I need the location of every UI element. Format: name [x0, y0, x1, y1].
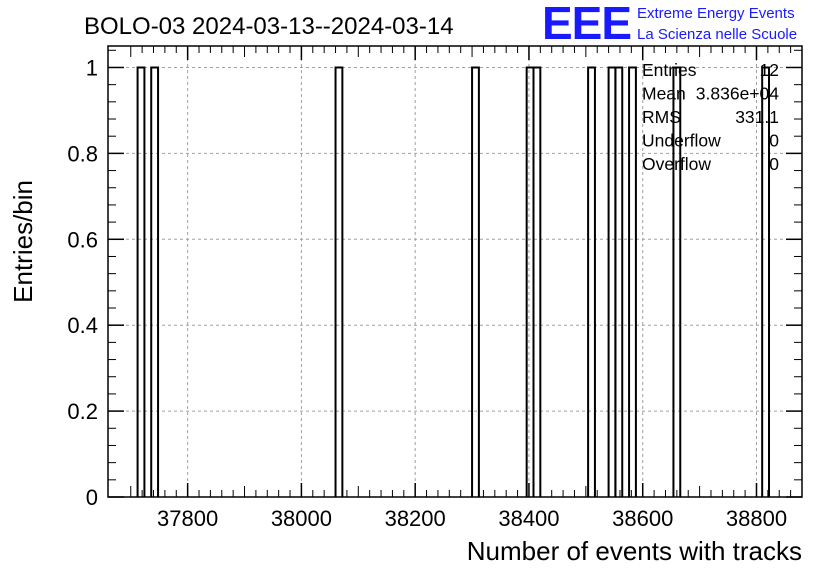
histogram-bar: [607, 66, 617, 497]
stats-value: 12: [760, 60, 779, 80]
histogram-bar: [150, 66, 160, 497]
histogram-bar: [525, 66, 535, 497]
y-tick-label: 0.2: [67, 399, 98, 424]
histogram-bars: [136, 66, 771, 497]
x-tick-label: 38600: [612, 506, 673, 531]
x-axis-title: Number of events with tracks: [467, 536, 802, 566]
histogram-bar: [587, 66, 596, 497]
stats-value: 3.836e+04: [696, 84, 779, 104]
logo-line-1: Extreme Energy Events: [637, 5, 795, 22]
y-tick-label: 0.6: [67, 227, 98, 252]
x-tick-label: 38800: [726, 506, 787, 531]
axis-ticks: 0 0.2 0.4 0.6 0.8 1 37800 38000 38200 38400 38600 3…: [67, 46, 803, 531]
x-tick-label: 38000: [271, 506, 332, 531]
logo-line-2: La Scienza nelle Scuole: [637, 26, 797, 43]
stats-label: RMS: [642, 107, 681, 127]
stats-label: Overflow: [642, 154, 711, 174]
grid-lines: [108, 46, 802, 497]
stats-value: 0: [769, 131, 779, 151]
y-tick-label: 0.8: [67, 141, 98, 166]
stats-label: Mean: [642, 84, 686, 104]
y-tick-label: 0: [86, 485, 98, 510]
stats-label: Entries: [642, 60, 697, 80]
y-axis-title: Entries/bin: [8, 180, 38, 303]
histogram-bar: [334, 66, 344, 497]
histogram-bar: [614, 66, 624, 497]
stats-value: 0: [769, 154, 779, 174]
y-tick-label: 0.4: [67, 313, 98, 338]
histogram-bar: [471, 66, 480, 497]
stats-value: 331.1: [735, 107, 779, 127]
histogram-bar: [761, 66, 771, 497]
histogram-bar: [628, 66, 637, 497]
x-tick-label: 38400: [498, 506, 559, 531]
eee-logo: EEE Extreme Energy Events La Scienza nel…: [542, 0, 797, 49]
histogram-bar: [136, 66, 146, 497]
stats-label: Underflow: [642, 131, 721, 151]
histogram-bar: [672, 66, 682, 497]
chart-title: BOLO-03 2024-03-13--2024-03-14: [84, 13, 454, 40]
x-tick-label: 37800: [157, 506, 218, 531]
stats-box: Entries 12 Mean 3.836e+04 RMS 331.1 Underflow 0…: [642, 60, 779, 174]
y-tick-label: 1: [86, 55, 98, 80]
logo-mark: EEE: [542, 0, 631, 49]
x-tick-label: 38200: [385, 506, 446, 531]
plot-frame: [107, 45, 803, 498]
histogram-bar: [532, 66, 542, 497]
